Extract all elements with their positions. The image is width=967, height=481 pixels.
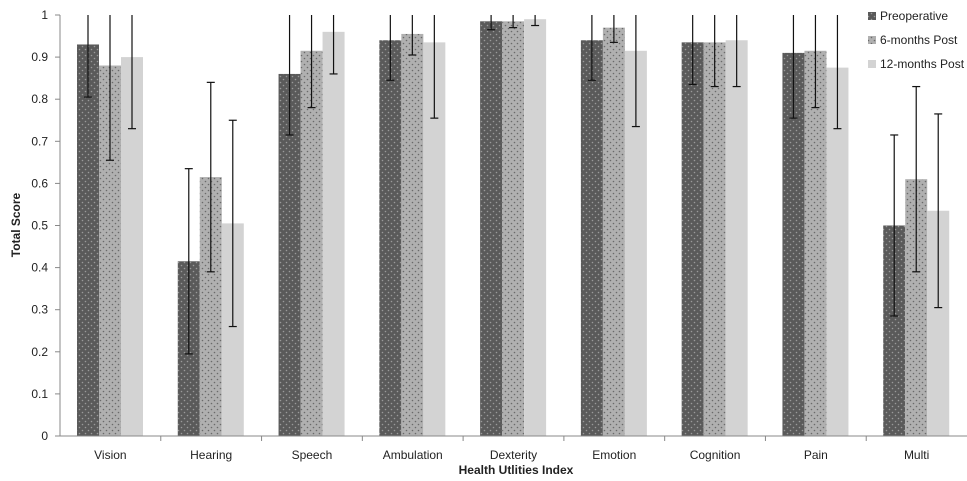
legend-swatch [868, 36, 876, 44]
bar-6-months-post [401, 33, 424, 436]
bar-12-months-post [826, 67, 849, 436]
y-tick-label: 0.9 [31, 50, 48, 64]
x-tick-label: Emotion [592, 448, 636, 462]
bar-12-months-post [927, 210, 950, 436]
y-tick-label: 0.2 [31, 345, 48, 359]
bar-preoperative [580, 40, 603, 436]
y-tick-label: 0.3 [31, 303, 48, 317]
bar-preoperative [278, 73, 301, 436]
y-tick-label: 0.6 [31, 176, 48, 190]
x-tick-label: Ambulation [383, 448, 443, 462]
bar-preoperative [681, 42, 704, 437]
legend-label: 6-months Post [880, 33, 958, 47]
bar-12-months-post [221, 223, 244, 436]
x-tick-label: Pain [804, 448, 828, 462]
bar-preoperative [379, 40, 402, 436]
bar-6-months-post [199, 177, 222, 436]
bar-preoperative [77, 44, 99, 436]
y-tick-label: 0.5 [31, 219, 48, 233]
legend-label: Preoperative [880, 9, 948, 23]
bar-12-months-post [725, 40, 748, 436]
x-tick-label: Cognition [690, 448, 741, 462]
x-tick-label: Speech [292, 448, 333, 462]
y-tick-label: 1 [41, 8, 48, 22]
y-tick-label: 0.8 [31, 92, 48, 106]
bar-preoperative [782, 52, 805, 436]
y-axis-title: Total Score [9, 192, 23, 257]
bar-preoperative [883, 225, 906, 436]
legend-swatch [868, 60, 876, 68]
bar-6-months-post [502, 21, 525, 436]
bar-preoperative [480, 21, 503, 436]
bar-12-months-post [121, 57, 143, 436]
legend-label: 12-months Post [880, 57, 965, 71]
legend: Preoperative 6-months Post 12-months Post [868, 9, 965, 71]
x-tick-label: Hearing [190, 448, 232, 462]
bar-6-months-post [703, 42, 726, 437]
bar-12-months-post [423, 42, 446, 437]
y-tick-label: 0 [41, 429, 48, 443]
bar-12-months-post [624, 50, 647, 436]
y-tick-label: 0.7 [31, 134, 48, 148]
bar-6-months-post [905, 179, 928, 436]
bar-6-months-post [99, 65, 121, 437]
x-tick-label: Multi [904, 448, 929, 462]
y-tick-label: 0.4 [31, 261, 48, 275]
bar-6-months-post [300, 50, 323, 436]
x-tick-label: Vision [94, 448, 126, 462]
bar-12-months-post [524, 19, 547, 437]
x-tick-label: Dexterity [490, 448, 537, 462]
bar-12-months-post [322, 31, 345, 437]
bar-6-months-post [804, 50, 827, 436]
x-axis-title: Health Utlities Index [459, 463, 574, 477]
legend-swatch [868, 12, 876, 20]
bar-6-months-post [602, 27, 625, 436]
y-tick-label: 0.1 [31, 387, 48, 401]
plot-area: 0 0.1 0.2 0.3 0.4 0.5 0.6 0.7 0.8 0.9 1 Vision Heari… [31, 8, 950, 462]
